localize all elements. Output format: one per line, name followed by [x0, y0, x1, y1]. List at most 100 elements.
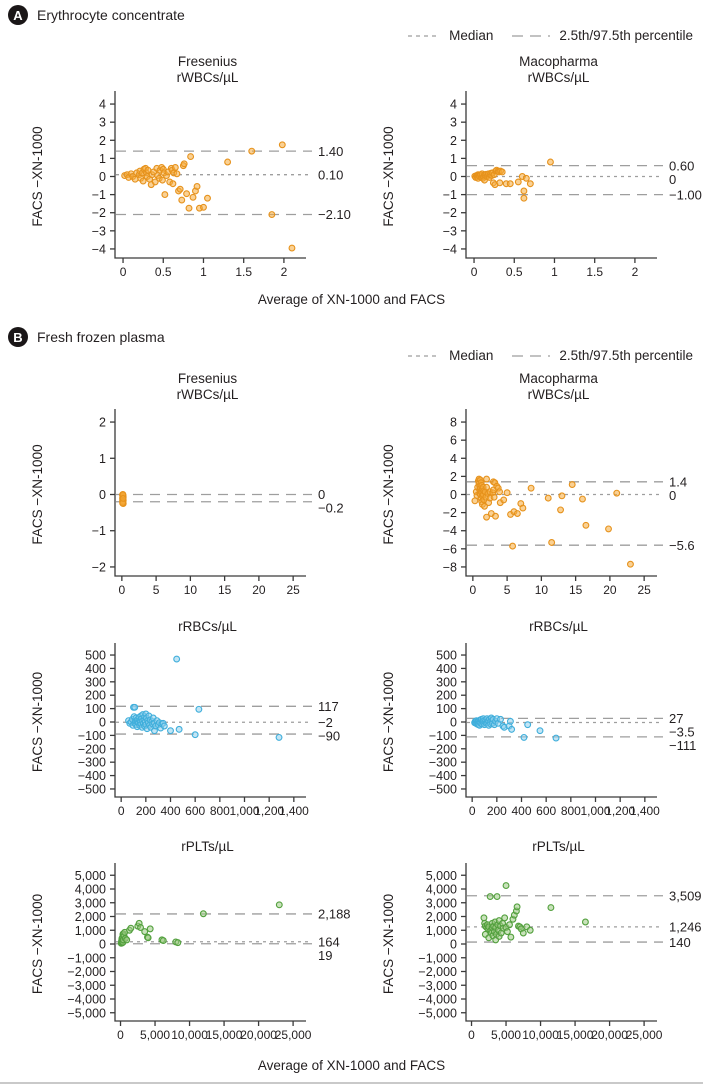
data-point [605, 525, 612, 533]
x-tick-label: 25,000 [626, 1028, 663, 1042]
y-tick-label: 200 [436, 689, 457, 703]
legend-percentile-label: 2.5th/97.5th percentile [559, 28, 693, 43]
x-tick-label: 800 [210, 804, 230, 818]
data-point [173, 170, 181, 178]
y-axis-label: FACS −XN-1000 [381, 894, 396, 994]
data-point [506, 921, 513, 929]
data-point [176, 185, 184, 193]
y-tick-label: −4 [443, 242, 457, 256]
data-point [493, 893, 501, 901]
data-point [173, 655, 181, 663]
y-tick-label: 2 [450, 470, 457, 484]
x-tick-label: 0 [118, 804, 125, 818]
x-tick-label: 10 [535, 583, 549, 597]
line-value-label: 140 [669, 935, 691, 950]
data-point [497, 715, 504, 723]
y-tick-label: −1 [92, 524, 106, 538]
x-tick-label: 20,000 [240, 1028, 277, 1042]
data-point [490, 493, 498, 501]
y-tick-label: 5,000 [426, 869, 457, 883]
legend-percentile-label: 2.5th/97.5th percentile [559, 348, 693, 363]
y-tick-label: 500 [85, 649, 106, 663]
x-tick-label: 1 [200, 265, 207, 279]
data-point [520, 733, 528, 741]
data-point [483, 475, 491, 483]
x-tick-label: 400 [511, 804, 531, 818]
data-point [144, 934, 152, 942]
x-tick-label: 400 [160, 804, 180, 818]
data-point [483, 483, 491, 491]
y-tick-label: 1 [99, 152, 106, 166]
x-tick-label: 20,000 [591, 1028, 628, 1042]
data-point [224, 158, 232, 166]
data-point [480, 914, 488, 922]
line-value-label: −5.6 [669, 538, 695, 553]
y-tick-label: 2 [99, 134, 106, 148]
axis [465, 409, 657, 577]
y-tick-label: 3 [99, 116, 106, 130]
y-tick-label: 0 [99, 488, 106, 502]
data-point [547, 904, 555, 912]
legend-a: Median 2.5th/97.5th percentile [407, 28, 693, 43]
data-point [204, 194, 211, 202]
x-tick-label: 1.5 [235, 265, 252, 279]
y-tick-label: 1,000 [426, 924, 457, 938]
legend-percentile-item: 2.5th/97.5th percentile [511, 348, 693, 363]
x-tick-label: 1 [551, 265, 558, 279]
plot-title: rWBCs/µL [177, 387, 239, 402]
axis [465, 863, 657, 1022]
data-point [160, 722, 168, 730]
panel-b-header: B Fresh frozen plasma [8, 327, 165, 347]
data-point [185, 204, 193, 212]
data-point [519, 929, 527, 937]
x-tick-label: 200 [487, 804, 507, 818]
x-tick-label: 800 [561, 804, 581, 818]
data-point [159, 937, 167, 945]
line-value-label: 1.40 [318, 144, 343, 159]
data-point [513, 903, 521, 911]
line-value-label: 1.4 [669, 475, 687, 490]
x-tick-label: 0 [119, 583, 126, 597]
plot-title: rWBCs/µL [528, 70, 590, 85]
x-tick-label: 10,000 [171, 1028, 208, 1042]
y-tick-label: 200 [85, 689, 106, 703]
x-tick-label: 0.5 [506, 265, 523, 279]
x-tick-label: 0 [469, 804, 476, 818]
x-tick-label: 1,400 [279, 804, 309, 818]
x-tick-label: 600 [536, 804, 556, 818]
panel-b-badge: B [8, 327, 28, 347]
y-tick-label: −2 [92, 206, 106, 220]
x-tick-label: 2 [281, 265, 288, 279]
data-point [503, 489, 511, 497]
data-point [492, 512, 499, 520]
y-tick-label: 100 [85, 702, 106, 716]
panel-b-xaxis-label: Average of XN-1000 and FACS [257, 1058, 446, 1073]
y-tick-label: 1 [450, 152, 457, 166]
data-point [548, 539, 556, 546]
plot-title: rWBCs/µL [528, 387, 590, 402]
y-tick-label: 2 [450, 134, 457, 148]
y-tick-label: −8 [443, 560, 457, 574]
line-value-label: 0 [669, 488, 676, 503]
data-point [139, 177, 147, 185]
x-tick-label: 1.5 [586, 265, 603, 279]
y-tick-label: −1 [92, 188, 106, 202]
y-axis-label: FACS −XN-1000 [30, 672, 45, 772]
x-tick-label: 600 [185, 804, 205, 818]
y-tick-label: 0 [450, 938, 457, 952]
data-point [526, 180, 534, 188]
data-point [552, 734, 560, 742]
y-tick-label: 0 [450, 716, 457, 730]
percentile-dash-icon [512, 354, 551, 357]
data-point [506, 180, 514, 188]
y-tick-label: 3,000 [75, 896, 106, 910]
x-tick-label: 5,000 [491, 1028, 521, 1042]
plot-title: Macopharma [519, 54, 598, 69]
y-tick-label: −500 [78, 782, 106, 796]
data-point [187, 153, 195, 161]
data-point [180, 160, 188, 168]
data-point [159, 176, 166, 184]
data-point [127, 924, 135, 932]
data-point [547, 158, 554, 166]
